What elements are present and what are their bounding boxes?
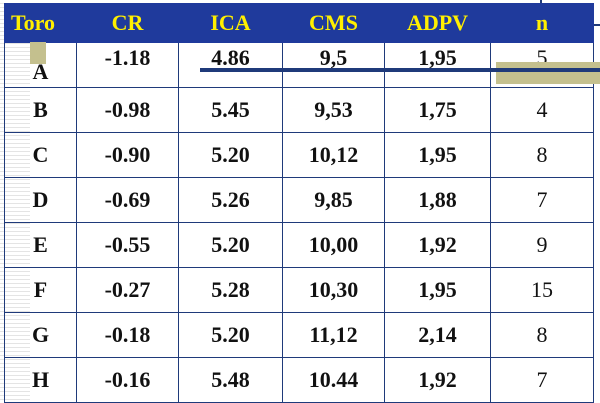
cell-cr: -0.69: [76, 177, 179, 223]
table-row: C -0.90 5.20 10,12 1,95 8: [4, 132, 594, 178]
table-row: F -0.27 5.28 10,30 1,95 15: [4, 267, 594, 313]
cell-adpv: 1,92: [384, 357, 491, 403]
cell-ica: 5.20: [178, 132, 283, 178]
table-row: G -0.18 5.20 11,12 2,14 8: [4, 312, 594, 358]
cell-cr: -0.18: [76, 312, 179, 358]
cell-cms: 10,12: [282, 132, 385, 178]
cell-toro: E: [4, 222, 77, 268]
cell-adpv: 1,95: [384, 42, 491, 88]
cell-cms: 9,85: [282, 177, 385, 223]
cell-cr: -0.98: [76, 87, 179, 133]
table-row: D -0.69 5.26 9,85 1,88 7: [4, 177, 594, 223]
header-n: n: [490, 3, 594, 43]
table-row: E -0.55 5.20 10,00 1,92 9: [4, 222, 594, 268]
cell-n: 15: [490, 267, 594, 313]
cell-n: 4: [490, 87, 594, 133]
header-cms: CMS: [282, 3, 385, 43]
cell-cr: -0.16: [76, 357, 179, 403]
cell-adpv: 1,95: [384, 267, 491, 313]
cell-cms: 9,5: [282, 42, 385, 88]
cell-cms: 10,30: [282, 267, 385, 313]
cell-ica: 5.28: [178, 267, 283, 313]
cell-toro: C: [4, 132, 77, 178]
cell-adpv: 1,95: [384, 132, 491, 178]
cell-toro: D: [4, 177, 77, 223]
data-table: Toro CR ICA CMS ADPV n A -1.18 4.86 9,5 …: [4, 3, 594, 403]
header-toro: Toro: [4, 3, 77, 43]
cell-cr: -0.90: [76, 132, 179, 178]
table-header-row: Toro CR ICA CMS ADPV n: [4, 3, 594, 43]
cell-cr: -0.27: [76, 267, 179, 313]
cell-ica: 4.86: [178, 42, 283, 88]
cell-toro: B: [4, 87, 77, 133]
table-row: H -0.16 5.48 10.44 1,92 7: [4, 357, 594, 403]
table-row: B -0.98 5.45 9,53 1,75 4: [4, 87, 594, 133]
cell-n: 7: [490, 177, 594, 223]
cell-cr: -0.55: [76, 222, 179, 268]
cell-cms: 10.44: [282, 357, 385, 403]
cell-cms: 10,00: [282, 222, 385, 268]
accent-block-right: [496, 62, 600, 84]
cell-ica: 5.20: [178, 222, 283, 268]
cell-toro: H: [4, 357, 77, 403]
cell-n: 8: [490, 132, 594, 178]
cell-toro: G: [4, 312, 77, 358]
cell-n: 7: [490, 357, 594, 403]
data-table-container: Toro CR ICA CMS ADPV n A -1.18 4.86 9,5 …: [4, 3, 594, 403]
accent-block-left: [30, 42, 46, 64]
cell-adpv: 1,88: [384, 177, 491, 223]
cell-cms: 11,12: [282, 312, 385, 358]
cell-cms: 9,53: [282, 87, 385, 133]
cell-n: 8: [490, 312, 594, 358]
cell-cr: -1.18: [76, 42, 179, 88]
cell-n: 9: [490, 222, 594, 268]
header-adpv: ADPV: [384, 3, 491, 43]
cell-ica: 5.48: [178, 357, 283, 403]
header-cr: CR: [76, 3, 179, 43]
cell-adpv: 1,75: [384, 87, 491, 133]
header-ica: ICA: [178, 3, 283, 43]
cell-adpv: 2,14: [384, 312, 491, 358]
cell-ica: 5.26: [178, 177, 283, 223]
cell-toro: F: [4, 267, 77, 313]
overlay-rule-decoration: [200, 68, 600, 72]
cell-adpv: 1,92: [384, 222, 491, 268]
cell-ica: 5.45: [178, 87, 283, 133]
cell-ica: 5.20: [178, 312, 283, 358]
